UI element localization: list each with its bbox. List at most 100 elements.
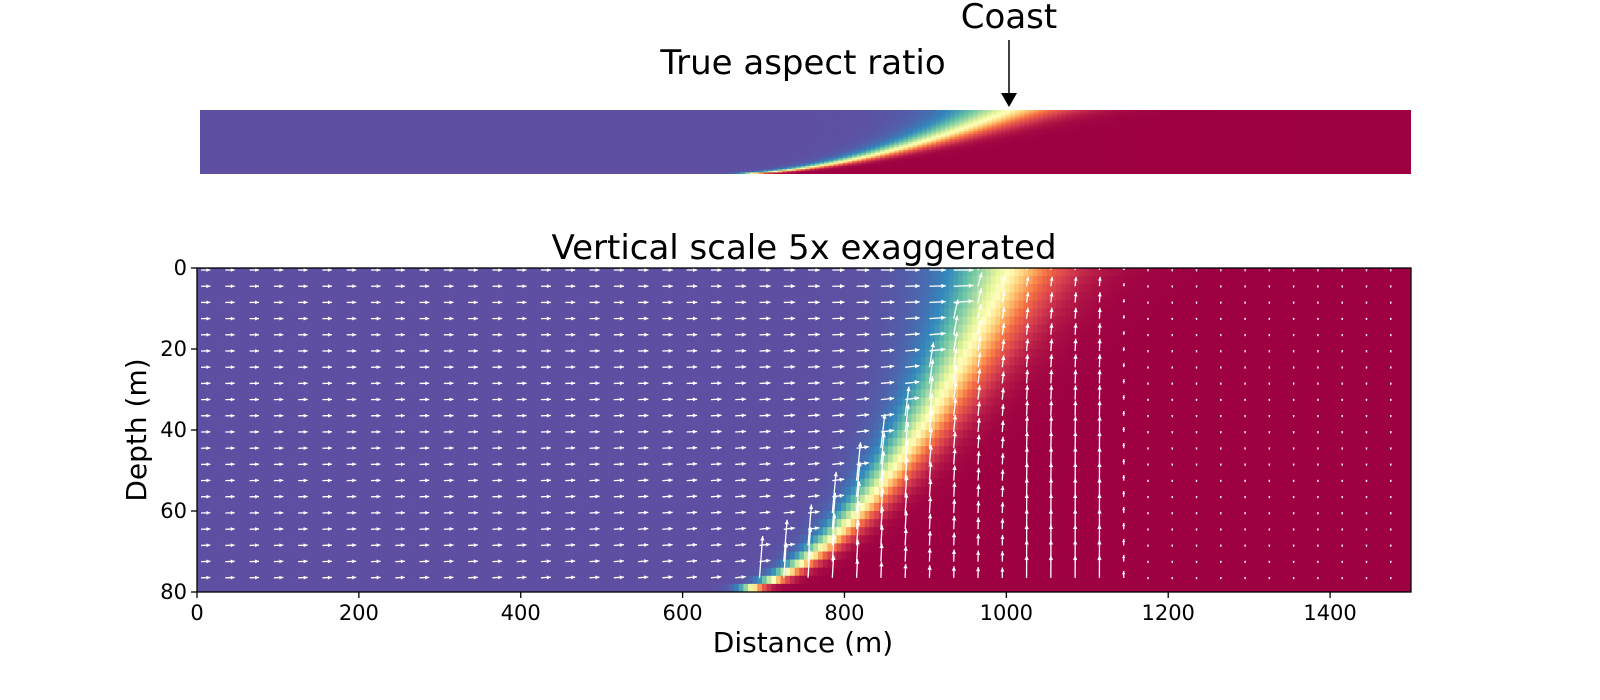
salinity-cell	[1024, 135, 1030, 138]
salinity-cell	[363, 135, 369, 138]
salinity-cell	[302, 116, 308, 119]
salinity-cell	[898, 126, 904, 129]
salinity-cell	[1038, 110, 1044, 113]
salinity-cell	[1271, 110, 1277, 113]
salinity-cell	[875, 138, 881, 141]
salinity-cell	[782, 121, 788, 124]
salinity-cell	[1187, 134, 1193, 137]
salinity-cell	[1122, 138, 1128, 141]
salinity-cell	[921, 127, 928, 130]
salinity-cell	[1285, 127, 1291, 130]
salinity-cell	[451, 111, 457, 114]
salinity-cell	[1345, 116, 1352, 119]
salinity-cell	[987, 130, 993, 133]
salinity-cell	[302, 127, 308, 130]
salinity-cell	[698, 137, 704, 140]
salinity-cell	[530, 138, 536, 141]
salinity-cell	[758, 135, 765, 138]
salinity-cell	[605, 111, 611, 114]
salinity-cell	[1015, 121, 1021, 124]
salinity-cell	[684, 124, 690, 127]
salinity-cell	[353, 135, 359, 138]
salinity-cell	[730, 114, 737, 117]
salinity-cell	[949, 124, 956, 127]
salinity-cell	[917, 137, 923, 140]
salinity-cell	[1117, 124, 1123, 127]
salinity-cell	[465, 135, 471, 138]
salinity-cell	[432, 110, 439, 113]
salinity-cell	[488, 132, 495, 135]
salinity-cell	[898, 137, 904, 140]
salinity-cell	[912, 137, 918, 140]
salinity-cell	[581, 113, 588, 116]
salinity-cell	[577, 138, 583, 141]
salinity-cell	[1289, 137, 1296, 140]
salinity-cell	[283, 114, 290, 117]
salinity-cell	[200, 126, 206, 129]
salinity-cell	[1122, 127, 1128, 130]
salinity-cell	[325, 116, 332, 119]
salinity-cell	[1117, 111, 1123, 114]
salinity-cell	[758, 137, 765, 140]
top-panel-salinity-field	[200, 110, 1411, 174]
salinity-cell	[339, 113, 345, 116]
salinity-cell	[623, 137, 630, 140]
salinity-cell	[1327, 119, 1333, 122]
salinity-cell	[591, 127, 597, 130]
salinity-cell	[768, 111, 774, 114]
salinity-cell	[754, 111, 760, 114]
salinity-cell	[204, 137, 210, 140]
salinity-cell	[698, 116, 704, 119]
salinity-cell	[1043, 134, 1049, 137]
salinity-cell	[409, 111, 415, 114]
salinity-cell	[768, 116, 774, 119]
salinity-cell	[255, 110, 262, 113]
salinity-cell	[656, 121, 662, 124]
salinity-cell	[679, 138, 685, 141]
salinity-cell	[339, 111, 345, 114]
salinity-cell	[428, 132, 434, 135]
salinity-cell	[367, 132, 373, 135]
salinity-cell	[1257, 137, 1263, 140]
salinity-cell	[1019, 110, 1026, 113]
salinity-cell	[689, 135, 695, 138]
salinity-cell	[535, 110, 541, 113]
salinity-cell	[358, 138, 364, 141]
salinity-cell	[269, 118, 276, 121]
salinity-cell	[1313, 118, 1319, 121]
salinity-cell	[1234, 132, 1240, 135]
salinity-cell	[921, 124, 928, 127]
salinity-cell	[1397, 119, 1403, 122]
salinity-cell	[1140, 111, 1147, 114]
salinity-cell	[940, 135, 946, 138]
salinity-cell	[963, 127, 970, 130]
salinity-cell	[460, 124, 467, 127]
salinity-cell	[1122, 124, 1128, 127]
salinity-cell	[1173, 124, 1179, 127]
salinity-cell	[1159, 126, 1165, 129]
salinity-cell	[926, 124, 932, 127]
salinity-cell	[591, 110, 597, 113]
salinity-cell	[237, 121, 243, 124]
salinity-cell	[721, 135, 727, 138]
salinity-cell	[1369, 130, 1375, 133]
salinity-cell	[223, 118, 229, 121]
salinity-cell	[1075, 129, 1081, 132]
salinity-cell	[1238, 119, 1244, 122]
salinity-cell	[241, 126, 248, 129]
salinity-cell	[647, 118, 653, 121]
salinity-cell	[530, 137, 536, 140]
salinity-cell	[363, 114, 369, 117]
salinity-cell	[549, 132, 555, 135]
salinity-cell	[744, 137, 751, 140]
salinity-cell	[1355, 118, 1361, 121]
salinity-cell	[1303, 116, 1310, 119]
salinity-cell	[1145, 129, 1151, 132]
salinity-cell	[633, 118, 639, 121]
salinity-cell	[1164, 126, 1170, 129]
salinity-cell	[852, 118, 858, 121]
salinity-cell	[581, 122, 588, 125]
salinity-cell	[623, 114, 630, 117]
salinity-cell	[293, 114, 299, 117]
salinity-cell	[311, 130, 318, 133]
